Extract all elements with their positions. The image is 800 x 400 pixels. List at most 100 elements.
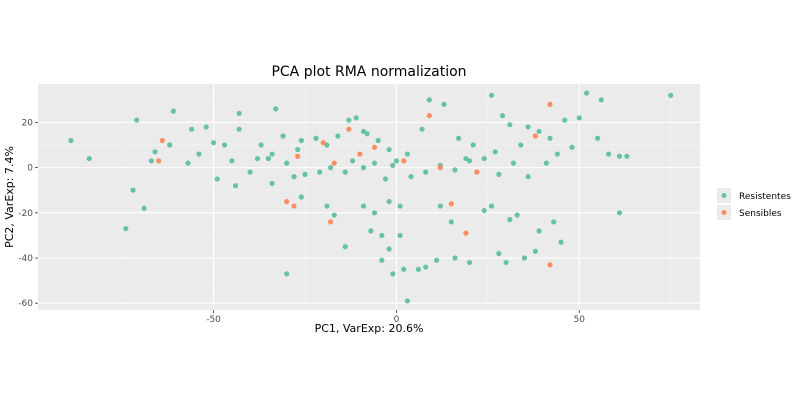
point-resistentes — [551, 219, 557, 225]
legend-swatch-sensibles — [721, 210, 727, 215]
point-resistentes — [203, 124, 209, 130]
point-resistentes — [488, 203, 495, 209]
point-sensibles — [532, 133, 539, 139]
point-resistentes — [68, 137, 74, 144]
point-resistentes — [265, 155, 272, 162]
point-resistentes — [134, 117, 140, 123]
point-sensibles — [547, 101, 553, 107]
point-resistentes — [379, 257, 385, 263]
point-resistentes — [624, 153, 630, 159]
point-sensibles — [159, 137, 165, 144]
point-resistentes — [291, 174, 297, 180]
point-resistentes — [258, 142, 264, 148]
point-resistentes — [210, 140, 217, 146]
point-resistentes — [371, 160, 378, 166]
point-resistentes — [408, 174, 414, 180]
point-sensibles — [426, 113, 432, 119]
point-sensibles — [371, 144, 378, 150]
point-resistentes — [562, 117, 568, 123]
point-resistentes — [86, 155, 92, 162]
point-resistentes — [434, 257, 440, 263]
point-resistentes — [331, 212, 337, 218]
point-resistentes — [247, 169, 253, 175]
point-resistentes — [514, 212, 520, 218]
point-resistentes — [130, 187, 136, 193]
point-sensibles — [448, 201, 454, 207]
x-tick-label: -50 — [206, 315, 221, 325]
point-resistentes — [492, 149, 498, 155]
point-resistentes — [532, 248, 539, 254]
point-resistentes — [419, 126, 425, 132]
point-resistentes — [488, 92, 495, 98]
point-resistentes — [141, 205, 147, 211]
point-resistentes — [273, 106, 279, 112]
x-axis-ticks: -50 0 50 — [206, 310, 585, 325]
point-resistentes — [346, 117, 352, 123]
point-resistentes — [284, 271, 290, 277]
point-resistentes — [170, 108, 176, 114]
point-resistentes — [547, 135, 553, 141]
point-resistentes — [448, 219, 454, 225]
point-resistentes — [470, 142, 476, 148]
point-sensibles — [547, 262, 553, 268]
point-sensibles — [401, 158, 407, 164]
x-tick-label: 50 — [574, 315, 586, 325]
point-resistentes — [390, 271, 396, 277]
y-tick-label: -60 — [18, 299, 33, 309]
point-resistentes — [423, 264, 429, 270]
point-resistentes — [558, 239, 564, 245]
point-sensibles — [291, 203, 297, 209]
point-resistentes — [327, 165, 334, 171]
point-resistentes — [360, 165, 367, 171]
point-resistentes — [298, 194, 304, 200]
point-resistentes — [360, 203, 367, 209]
point-resistentes — [543, 160, 549, 166]
grid-minor — [38, 84, 700, 310]
y-tick-label: 0 — [27, 164, 33, 174]
legend-swatch-resistentes — [721, 193, 727, 198]
y-tick-label: -40 — [18, 254, 33, 264]
point-resistentes — [123, 226, 129, 232]
point-resistentes — [317, 169, 323, 175]
point-resistentes — [401, 266, 407, 272]
point-resistentes — [525, 124, 531, 130]
point-resistentes — [423, 169, 429, 175]
point-resistentes — [196, 151, 202, 157]
point-resistentes — [481, 207, 487, 214]
point-resistentes — [368, 228, 374, 234]
point-resistentes — [616, 153, 623, 159]
point-resistentes — [236, 126, 242, 132]
point-resistentes — [576, 115, 582, 121]
point-resistentes — [452, 255, 458, 261]
y-tick-label: 20 — [22, 118, 34, 128]
point-resistentes — [441, 101, 447, 107]
point-resistentes — [521, 255, 528, 261]
point-resistentes — [496, 171, 502, 177]
point-sensibles — [474, 169, 480, 175]
point-resistentes — [525, 174, 531, 180]
point-resistentes — [507, 122, 513, 128]
point-resistentes — [594, 135, 601, 141]
point-resistentes — [269, 151, 275, 157]
point-resistentes — [404, 298, 411, 304]
point-resistentes — [375, 137, 381, 144]
legend-label-sensibles: Sensibles — [739, 209, 782, 219]
point-resistentes — [554, 151, 560, 157]
y-axis-label: PC2, VarExp: 7.4% — [3, 146, 16, 248]
point-sensibles — [156, 158, 162, 164]
point-resistentes — [518, 142, 524, 148]
point-sensibles — [357, 151, 363, 157]
point-resistentes — [481, 155, 487, 162]
point-resistentes — [390, 162, 396, 168]
point-resistentes — [456, 135, 462, 141]
point-resistentes — [463, 155, 469, 162]
point-sensibles — [320, 140, 326, 146]
point-resistentes — [324, 203, 330, 209]
point-resistentes — [415, 266, 421, 272]
point-resistentes — [386, 246, 392, 252]
point-resistentes — [280, 133, 286, 139]
point-resistentes — [313, 135, 319, 141]
point-resistentes — [386, 146, 392, 153]
point-resistentes — [148, 158, 154, 164]
